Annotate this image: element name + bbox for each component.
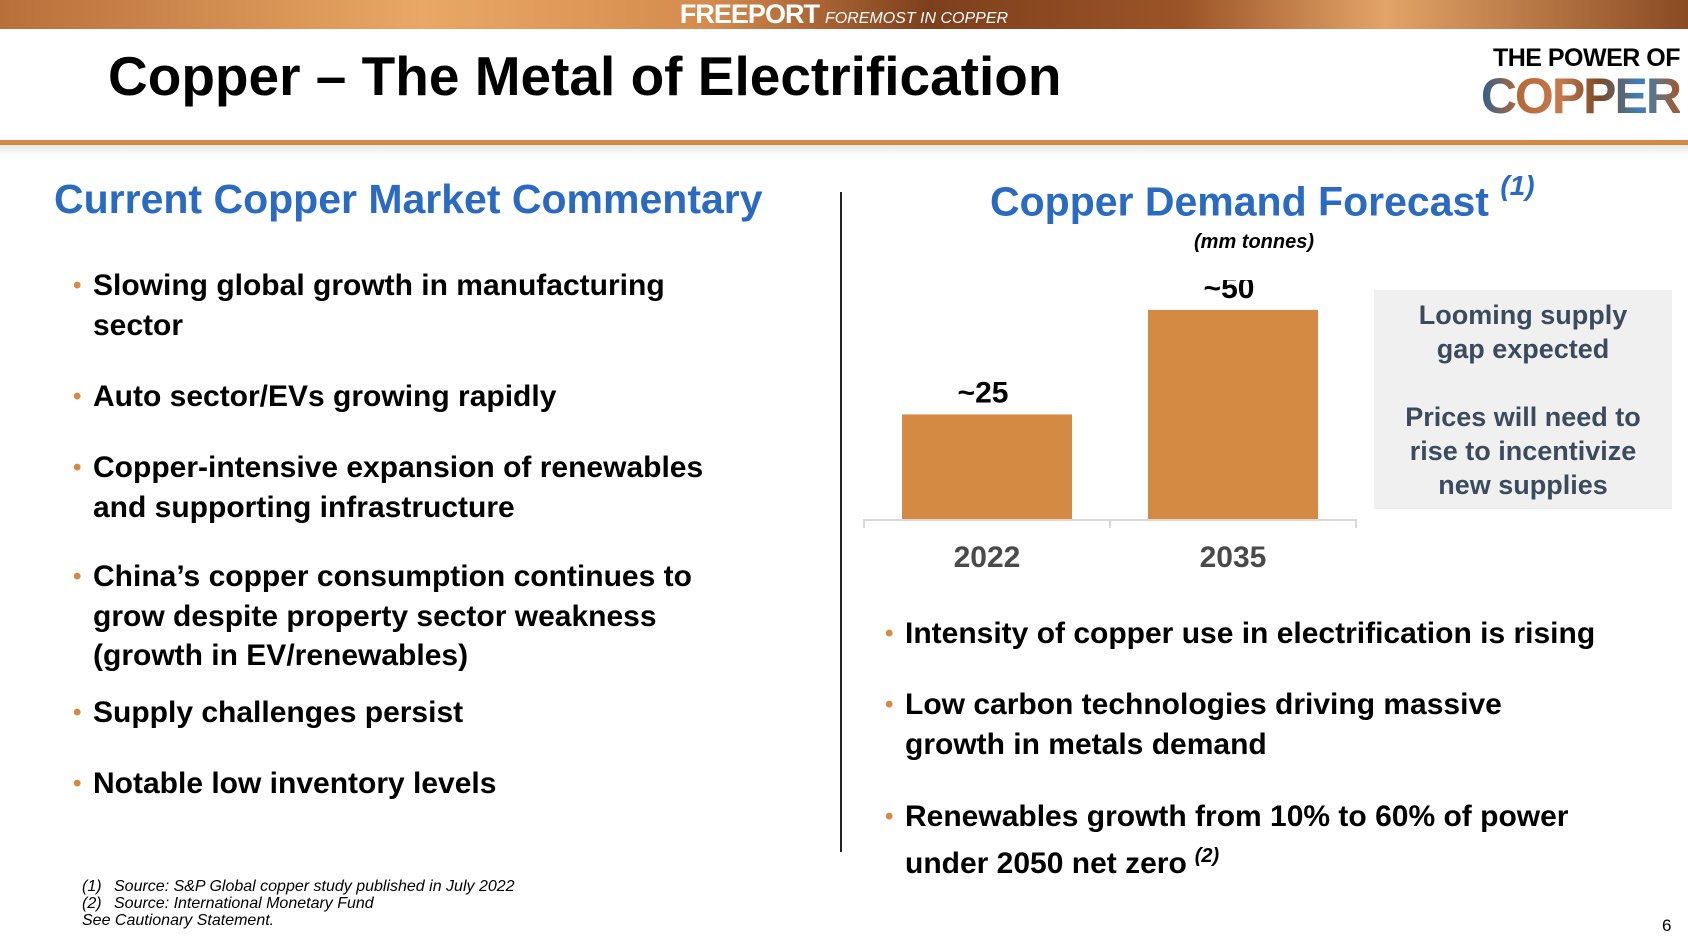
bar-2022 xyxy=(902,414,1072,519)
brand-logo: FREEPORT FOREMOST IN COPPER xyxy=(0,0,1688,29)
column-divider xyxy=(840,192,842,852)
bullet-item: • Intensity of copper use in electrificat… xyxy=(885,614,1596,654)
callout-line: gap expected xyxy=(1436,334,1610,364)
bullet-text: Supply challenges persist xyxy=(93,696,464,729)
bullet-item: • Copper-intensive expansion of renewable… xyxy=(73,448,704,527)
footnote-number: (2) xyxy=(82,895,102,912)
callout-box: Looming supply gap expected Prices will … xyxy=(1374,290,1672,509)
bullet-icon: • xyxy=(73,699,82,726)
bullet-text: (growth in EV/renewables) xyxy=(93,639,469,672)
footnotes: (1) Source: S&P Global copper study publi… xyxy=(82,878,515,929)
bullet-text: grow despite property sector weakness xyxy=(93,599,657,633)
bullet-text: Copper-intensive expansion of renewables xyxy=(93,451,704,484)
callout-line: Looming supply xyxy=(1418,300,1628,330)
right-heading-text: Copper Demand Forecast xyxy=(990,178,1489,225)
power-of-copper-logo: THE POWER OF COPPER xyxy=(1480,44,1682,124)
bullet-item: • Renewables growth from 10% to 60% of po… xyxy=(885,797,1569,884)
bullet-item: • Notable low inventory levels xyxy=(73,764,497,804)
header-divider xyxy=(0,140,1688,145)
bullet-text: under 2050 net zero (2) xyxy=(905,837,1568,884)
brand-tagline: FOREMOST IN COPPER xyxy=(824,10,1009,27)
bullet-icon: • xyxy=(73,383,82,410)
bullet-text: and supporting infrastructure xyxy=(93,490,515,524)
x-tick-label: 2022 xyxy=(954,541,1021,574)
bullet-text: Slowing global growth in manufacturing xyxy=(93,269,665,302)
bullet-item: • Auto sector/EVs growing rapidly xyxy=(73,377,557,417)
bullet-text: sector xyxy=(93,308,184,342)
bullet-text: growth in metals demand xyxy=(905,727,1267,761)
bullet-item: • Slowing global growth in manufacturing s… xyxy=(73,266,665,345)
bullet-item: • Low carbon technologies driving massive… xyxy=(885,685,1502,764)
brand-name: FREEPORT xyxy=(679,0,820,29)
bullet-text: Low carbon technologies driving massive xyxy=(905,688,1502,721)
x-tick-label: 2035 xyxy=(1200,541,1267,574)
bullet-text: Intensity of copper use in electrificati… xyxy=(905,617,1596,650)
footnote: (1) Source: S&P Global copper study publi… xyxy=(82,878,515,895)
bullet-text: under 2050 net zero xyxy=(905,846,1187,880)
bullet-icon: • xyxy=(73,454,82,481)
cautionary-statement: See Cautionary Statement. xyxy=(82,912,275,929)
bullet-icon: • xyxy=(73,272,82,299)
footnote-number: (1) xyxy=(82,878,102,895)
logo-line2: COPPER xyxy=(1480,68,1682,124)
top-banner xyxy=(0,0,1688,29)
callout-line: new supplies xyxy=(1438,470,1608,500)
bullet-icon: • xyxy=(73,563,82,590)
page-number: 6 xyxy=(1662,916,1672,935)
left-heading: Current Copper Market Commentary xyxy=(54,176,763,222)
callout-line: Prices will need to xyxy=(1405,402,1641,432)
bullet-icon: • xyxy=(885,691,894,718)
bullet-icon: • xyxy=(885,620,894,647)
footnote-text: Source: S&P Global copper study publishe… xyxy=(114,878,515,895)
footnote-ref: (2) xyxy=(1194,844,1220,867)
bullet-text: Notable low inventory levels xyxy=(93,767,497,800)
bullet-icon: • xyxy=(73,770,82,797)
logo-line1: THE POWER OF xyxy=(1492,44,1681,72)
header-shadow xyxy=(0,145,1688,155)
bullet-text: Renewables growth from 10% to 60% of pow… xyxy=(905,800,1569,833)
footnote-text: Source: International Monetary Fund xyxy=(114,895,374,912)
right-heading: Copper Demand Forecast (1) xyxy=(990,170,1535,226)
bullet-item: • China’s copper consumption continues to… xyxy=(73,557,692,676)
callout-line: rise to incentivize xyxy=(1409,436,1637,466)
bullet-text: Auto sector/EVs growing rapidly xyxy=(93,380,557,413)
bar-2035 xyxy=(1148,309,1318,519)
page-title: Copper – The Metal of Electrification xyxy=(108,45,1062,107)
bullet-text: China’s copper consumption continues to xyxy=(93,560,692,593)
data-label: ~25 xyxy=(958,376,1009,409)
bullet-item: • Supply challenges persist xyxy=(73,693,464,733)
chart-unit: (mm tonnes) xyxy=(1194,231,1314,253)
footnote-ref: (1) xyxy=(1500,170,1535,201)
demand-bar-chart: ~25 2022 ~50 2035 xyxy=(863,280,1357,574)
bullet-icon: • xyxy=(885,803,894,830)
footnote: (2) Source: International Monetary Fund xyxy=(82,895,515,912)
data-label: ~50 xyxy=(1204,280,1255,305)
